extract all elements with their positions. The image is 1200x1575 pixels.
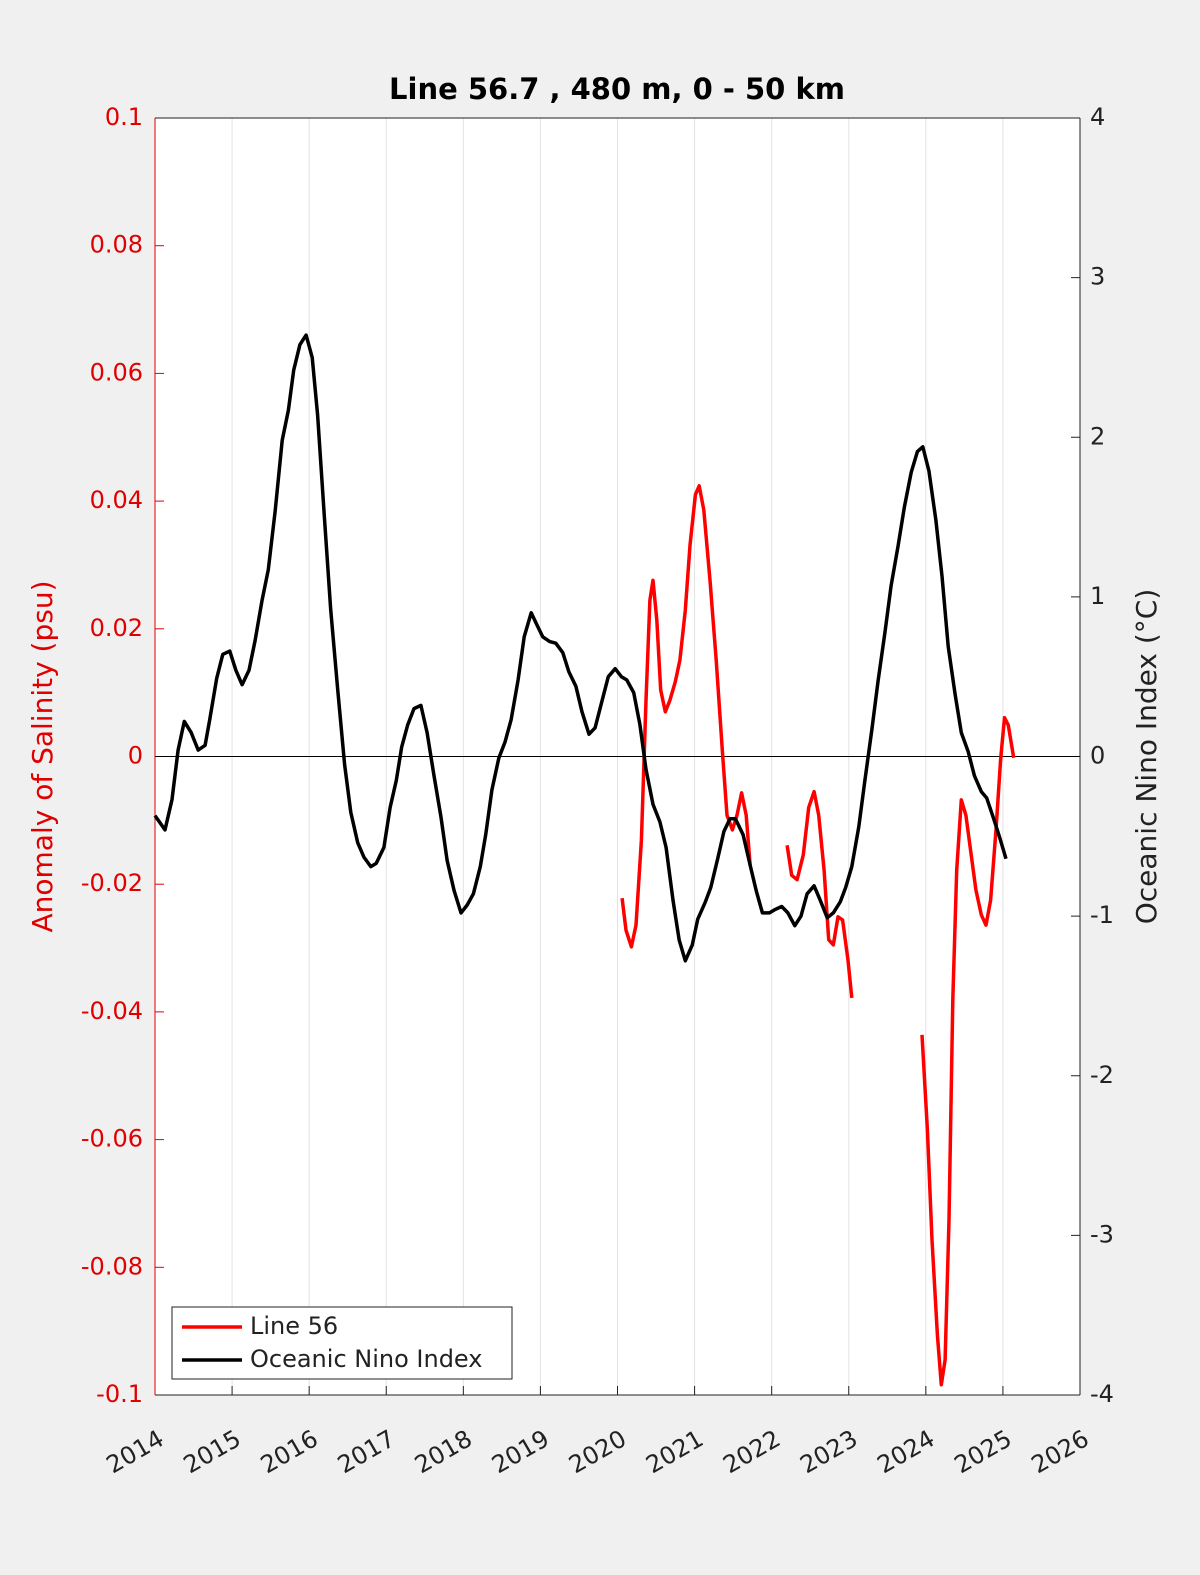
y2-tick-label: 2 (1090, 422, 1105, 450)
x-tick-label: 2015 (179, 1424, 246, 1479)
y-tick-label: -0.02 (81, 869, 143, 897)
x-tick-label: 2016 (256, 1424, 323, 1479)
y2-axis-label: Oceanic Nino Index (°C) (1130, 589, 1163, 925)
x-tick-label: 2025 (950, 1424, 1017, 1479)
x-tick-label: 2017 (333, 1424, 400, 1479)
y-tick-label: 0.02 (90, 614, 143, 642)
legend-box (171, 1306, 513, 1380)
x-tick-label: 2021 (641, 1424, 708, 1479)
y2-tick-label: -4 (1090, 1380, 1114, 1408)
y2-tick-label: 3 (1090, 263, 1105, 291)
chart-title: Line 56.7 , 480 m, 0 - 50 km (389, 72, 845, 106)
series-line (153, 333, 1008, 963)
x-tick-label: 2026 (1027, 1424, 1094, 1479)
y-tick-label: -0.08 (81, 1252, 143, 1280)
legend-label: Line 56 (250, 1312, 338, 1340)
y-axis-label: Anomaly of Salinity (psu) (26, 580, 59, 932)
y2-tick-label: -1 (1090, 901, 1114, 929)
y2-tick-label: -2 (1090, 1061, 1114, 1089)
x-tick-label: 2018 (410, 1424, 477, 1479)
y-tick-label: 0 (128, 742, 143, 770)
legend: Line 56 Oceanic Nino Index (171, 1306, 513, 1380)
y-tick-label: -0.06 (81, 1125, 143, 1153)
x-tick-label: 2023 (795, 1424, 862, 1479)
y2-tick-label: 4 (1090, 103, 1105, 131)
x-tick-label: 2014 (102, 1424, 169, 1479)
x-tick-label: 2024 (873, 1424, 940, 1479)
y-tick-label: -0.1 (96, 1380, 143, 1408)
x-tick-label: 2019 (487, 1424, 554, 1479)
y-tick-label: 0.04 (90, 486, 143, 514)
y-tick-label: -0.04 (81, 997, 143, 1025)
y-tick-label: 0.08 (90, 231, 143, 259)
legend-label: Oceanic Nino Index (250, 1345, 482, 1373)
y2-tick-label: 1 (1090, 582, 1105, 610)
y-tick-label: 0.1 (105, 103, 143, 131)
x-tick-label: 2020 (564, 1424, 631, 1479)
x-tick-label: 2022 (718, 1424, 785, 1479)
y2-tick-label: -3 (1090, 1220, 1114, 1248)
y2-tick-label: 0 (1090, 742, 1105, 770)
y-tick-label: 0.06 (90, 358, 143, 386)
